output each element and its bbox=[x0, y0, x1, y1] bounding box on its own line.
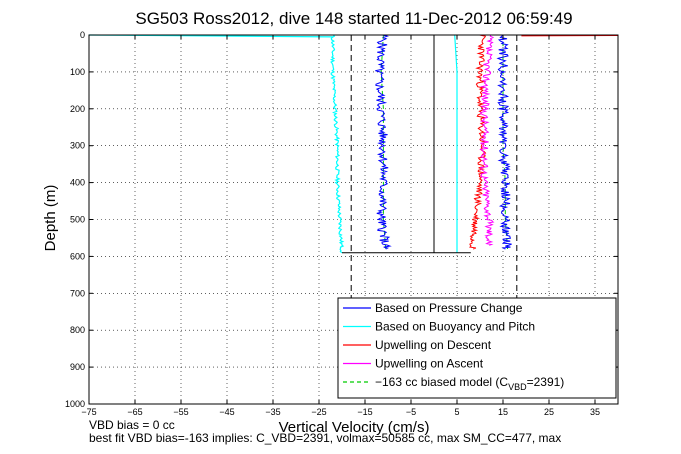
footer-best-fit: best fit VBD bias=-163 implies: C_VBD=23… bbox=[89, 431, 562, 445]
upwelling-descent-line bbox=[468, 34, 487, 250]
legend-box bbox=[337, 297, 617, 399]
legend-label: Based on Pressure Change bbox=[375, 301, 523, 315]
upwelling-ascent-line bbox=[479, 34, 495, 246]
y-tick-label: 500 bbox=[70, 215, 85, 225]
buoyancy-descent-line bbox=[330, 34, 345, 254]
x-tick-label: 35 bbox=[590, 407, 600, 417]
x-tick-label: −25 bbox=[311, 407, 326, 417]
chart-title: SG503 Ross2012, dive 148 started 11-Dec-… bbox=[135, 9, 572, 28]
legend: Based on Pressure Change Based on Buoyanc… bbox=[337, 297, 617, 399]
y-tick-label: 600 bbox=[70, 251, 85, 261]
x-tick-label: −65 bbox=[127, 407, 142, 417]
x-tick-label: −15 bbox=[357, 407, 372, 417]
buoyancy-ascent-line bbox=[454, 34, 458, 253]
x-tick-label: 25 bbox=[544, 407, 554, 417]
y-tick-label: 900 bbox=[70, 362, 85, 372]
y-tick-label: 300 bbox=[70, 141, 85, 151]
y-tick-label: 400 bbox=[70, 178, 85, 188]
y-tick-label: 200 bbox=[70, 104, 85, 114]
y-tick-label: 0 bbox=[80, 30, 85, 40]
legend-label: Upwelling on Ascent bbox=[375, 357, 484, 371]
x-tick-label: −35 bbox=[265, 407, 280, 417]
pressure-descent-line bbox=[375, 34, 392, 250]
y-tick-label: 1000 bbox=[65, 399, 85, 409]
legend-label: Based on Buoyancy and Pitch bbox=[375, 320, 535, 334]
axes: −75 −65 −55 −45 −35 −25 −15 −5 5 15 25 350100200300… bbox=[65, 30, 619, 417]
x-axis-label: Vertical Velocity (cm/s) bbox=[279, 419, 430, 436]
pressure-ascent-line bbox=[496, 34, 512, 250]
y-tick-label: 700 bbox=[70, 288, 85, 298]
footer-vbd-bias: VBD bias = 0 cc bbox=[89, 418, 175, 432]
legend-label: −163 cc biased model (CVBD=2391) bbox=[375, 375, 564, 392]
x-tick-label: 5 bbox=[454, 407, 459, 417]
series-group bbox=[88, 34, 619, 301]
y-tick-label: 800 bbox=[70, 325, 85, 335]
x-tick-label: −55 bbox=[173, 407, 188, 417]
y-tick-label: 100 bbox=[70, 67, 85, 77]
x-tick-label: −45 bbox=[219, 407, 234, 417]
legend-label: Upwelling on Descent bbox=[375, 338, 492, 352]
y-axis-label: Depth (m) bbox=[42, 185, 59, 252]
x-tick-label: −5 bbox=[406, 407, 416, 417]
x-tick-label: −75 bbox=[81, 407, 96, 417]
x-tick-label: 15 bbox=[498, 407, 508, 417]
